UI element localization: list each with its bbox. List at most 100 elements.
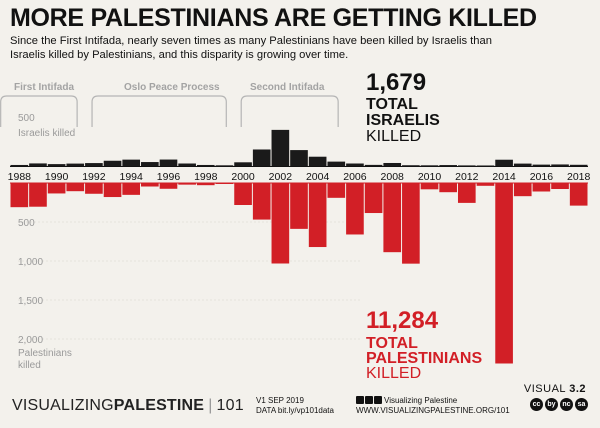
israeli-bar-2018: [569, 164, 588, 166]
israeli-bar-1998: [196, 164, 215, 166]
israeli-bar-1993: [103, 160, 122, 166]
year-tick-2004: 2004: [306, 171, 330, 183]
facebook-icon: [365, 396, 373, 404]
israeli-bar-2005: [327, 161, 346, 166]
palestinian-bar-2009: [402, 183, 420, 264]
palestinian-tick-500: 500: [18, 218, 35, 229]
palestinian-bar-1991: [66, 183, 85, 192]
nc-icon: nc: [560, 398, 573, 411]
palestinian-bar-2005: [327, 183, 346, 198]
palestinian-bar-1990: [47, 183, 66, 194]
palestinian-bar-2016: [532, 183, 551, 192]
palestinian-bar-2006: [346, 183, 364, 235]
year-tick-2006: 2006: [343, 171, 367, 183]
year-tick-1998: 1998: [194, 171, 218, 183]
year-tick-1988: 1988: [8, 171, 32, 183]
israeli-bar-2003: [290, 150, 308, 166]
palestinian-bar-2008: [383, 183, 402, 253]
era-bracket-1: [91, 95, 227, 127]
israeli-bar-1995: [141, 162, 159, 166]
year-tick-2000: 2000: [231, 171, 255, 183]
palestinian-tick-1000: 1,000: [18, 257, 44, 268]
year-tick-2014: 2014: [492, 171, 516, 183]
israeli-bar-2011: [439, 165, 457, 167]
israeli-bar-2000: [234, 162, 252, 166]
israeli-bar-2015: [513, 163, 532, 166]
palestinian-total-word: TOTAL: [366, 335, 418, 352]
israeli-bar-2012: [457, 165, 476, 167]
year-tick-2016: 2016: [530, 171, 554, 183]
palestinian-bar-2011: [439, 183, 457, 193]
social-line[interactable]: Visualizing Palestine: [356, 396, 457, 406]
israeli-total-number: 1,679: [366, 69, 427, 96]
palestinian-axis-note: Palestinians killed: [18, 348, 72, 371]
year-tick-2008: 2008: [381, 171, 405, 183]
year-tick-1992: 1992: [82, 171, 106, 183]
year-tick-2010: 2010: [418, 171, 442, 183]
palestinian-bar-2007: [364, 183, 383, 214]
israeli-bar-2016: [532, 164, 551, 166]
twitter-icon: [374, 396, 382, 404]
visual-id: VISUAL 3.2: [523, 383, 586, 395]
page-title: MORE PALESTINIANS ARE GETTING KILLED: [10, 4, 537, 32]
palestinian-bar-1992: [85, 183, 103, 194]
palestinian-bar-2018: [569, 183, 588, 206]
israeli-bar-2009: [402, 165, 420, 167]
israeli-bar-1988: [10, 164, 29, 166]
palestinian-tick-2000: 2,000: [18, 335, 44, 346]
era-label-first-intifada: First Intifada: [14, 82, 75, 93]
israeli-bar-1992: [85, 163, 103, 166]
palestinian-bar-1988: [10, 183, 29, 208]
israeli-bar-2007: [364, 164, 383, 166]
year-tick-2018: 2018: [567, 171, 591, 183]
palestinian-bar-1996: [159, 183, 178, 189]
era-bracket-0: [0, 95, 78, 127]
israeli-bar-2014: [495, 159, 513, 166]
palestinian-total-label: PALESTINIANS: [366, 350, 483, 367]
era-label-second-intifada: Second Intifada: [250, 82, 325, 93]
palestinian-bar-1999: [215, 183, 234, 184]
israeli-bar-1996: [159, 159, 178, 166]
page-subtitle: Since the First Intifada, nearly seven t…: [10, 35, 492, 61]
palestinian-total-killed: KILLED: [366, 365, 422, 382]
palestinian-bar-2013: [476, 183, 495, 186]
license-icons: cc by nc sa: [530, 398, 588, 411]
israeli-bar-1994: [122, 159, 141, 166]
year-tick-2012: 2012: [455, 171, 479, 183]
israeli-bar-2001: [252, 149, 271, 166]
sa-icon: sa: [575, 398, 588, 411]
palestinian-bar-1997: [178, 183, 196, 185]
israeli-bar-1999: [215, 165, 234, 167]
palestinian-bar-1993: [103, 183, 122, 198]
cc-icon: cc: [530, 398, 543, 411]
palestinian-total-number: 11,284: [366, 307, 439, 334]
palestinian-bar-2003: [290, 183, 308, 229]
palestinian-bar-2015: [513, 183, 532, 197]
israeli-bar-2002: [271, 129, 290, 166]
palestinian-bar-2012: [457, 183, 476, 203]
social-icons: [356, 396, 382, 404]
palestinian-bar-2017: [551, 183, 569, 190]
palestinian-bar-2010: [420, 183, 439, 190]
palestinian-bar-2004: [308, 183, 327, 248]
year-tick-2002: 2002: [269, 171, 293, 183]
israeli-total-killed: KILLED: [366, 128, 422, 145]
palestinian-bar-2001: [252, 183, 271, 220]
palestinian-bar-2000: [234, 183, 252, 205]
year-tick-1994: 1994: [120, 171, 144, 183]
palestinian-bar-2002: [271, 183, 290, 264]
israeli-axis-note: Israelis killed: [18, 128, 76, 139]
data-source-link[interactable]: DATA bit.ly/vp101data: [256, 406, 334, 415]
year-tick-1996: 1996: [157, 171, 181, 183]
palestinian-tick-1500: 1,500: [18, 296, 44, 307]
israeli-bar-1991: [66, 163, 85, 166]
israeli-bar-2010: [420, 165, 439, 167]
israeli-bar-1990: [47, 164, 66, 166]
palestinian-bar-1994: [122, 183, 141, 195]
israeli-bar-2006: [346, 163, 364, 166]
era-bracket-2: [240, 95, 339, 127]
palestinian-bar-2014: [495, 183, 513, 364]
website-link[interactable]: WWW.VISUALIZINGPALESTINE.ORG/101: [356, 406, 510, 415]
version-line: V1 SEP 2019: [256, 396, 304, 405]
